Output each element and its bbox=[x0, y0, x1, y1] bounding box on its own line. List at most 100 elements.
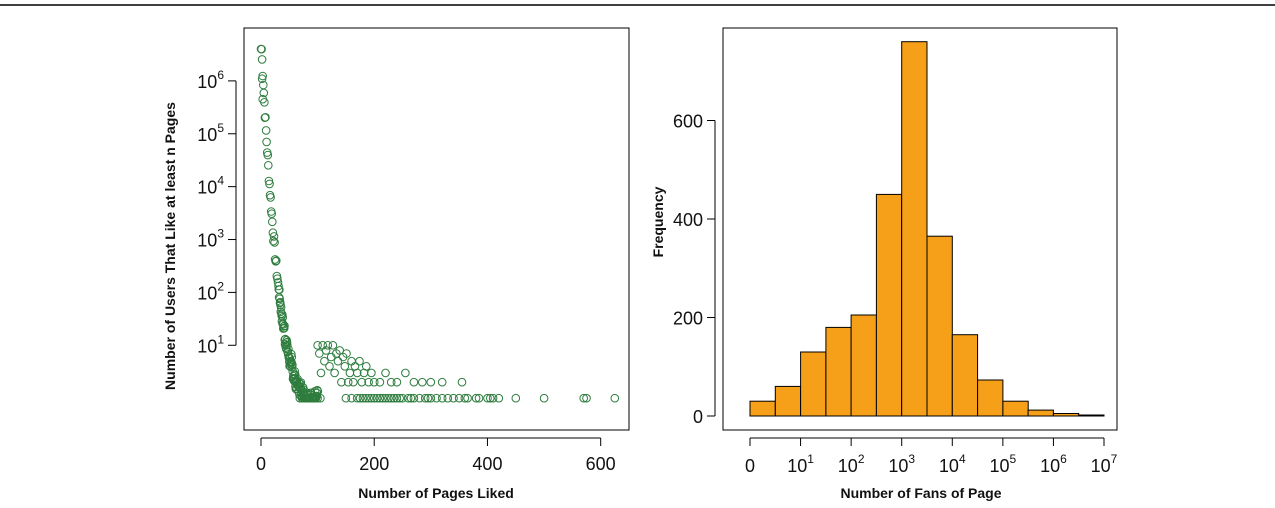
histogram-bar bbox=[1027, 409, 1054, 417]
scatter-point bbox=[355, 393, 365, 403]
scatter-point bbox=[384, 393, 393, 403]
scatter-point bbox=[372, 393, 382, 403]
scatter-point bbox=[280, 321, 289, 331]
histogram-x-tick-label-base: 10 bbox=[888, 456, 908, 476]
scatter-point bbox=[494, 393, 504, 403]
scatter-point bbox=[364, 377, 373, 387]
scatter-y-tick-label-exponent: 1 bbox=[217, 332, 224, 346]
scatter-point bbox=[264, 161, 273, 170]
histogram-x-tick-label-base: 0 bbox=[745, 456, 755, 476]
scatter-point bbox=[415, 393, 424, 403]
scatter-point bbox=[460, 393, 470, 403]
scatter-point bbox=[342, 349, 351, 358]
scatter-point bbox=[335, 346, 345, 355]
scatter-y-tick-label: 105 bbox=[197, 121, 224, 145]
scatter-point bbox=[381, 368, 390, 378]
scatter-x-tick-label: 200 bbox=[359, 454, 389, 474]
scatter-point bbox=[347, 393, 356, 403]
scatter-point bbox=[267, 209, 277, 218]
scatter-point bbox=[437, 393, 447, 403]
scatter-point bbox=[398, 393, 407, 403]
scatter-y-tick-label: 102 bbox=[197, 279, 224, 303]
scatter-point bbox=[275, 297, 285, 307]
scatter-point bbox=[511, 393, 521, 403]
scatter-point bbox=[337, 377, 346, 387]
scatter-y-tick-label-exponent: 5 bbox=[217, 121, 224, 135]
scatter-point bbox=[579, 393, 589, 403]
histogram-x-tick-label-base: 10 bbox=[1040, 456, 1060, 476]
histogram-x-tick-label: 107 bbox=[1091, 452, 1118, 476]
scatter-point bbox=[426, 393, 436, 403]
scatter-point bbox=[432, 393, 441, 403]
scatter-y-tick-label: 101 bbox=[197, 332, 224, 356]
scatter-point bbox=[261, 126, 271, 135]
scatter-point bbox=[375, 377, 385, 387]
histogram-bar bbox=[825, 326, 852, 417]
scatter-point bbox=[349, 377, 358, 387]
scatter-point bbox=[272, 256, 281, 266]
scatter-y-tick-label-base: 10 bbox=[197, 283, 217, 303]
scatter-point bbox=[265, 179, 274, 189]
histogram-x-tick-label-base: 10 bbox=[1091, 456, 1111, 476]
histogram-x-tick-label: 106 bbox=[1040, 452, 1067, 476]
scatter-point bbox=[260, 98, 269, 107]
scatter-point bbox=[437, 377, 447, 387]
scatter-point bbox=[290, 367, 300, 376]
scatter-point bbox=[313, 387, 323, 396]
scatter-point bbox=[328, 341, 338, 350]
scatter-point bbox=[340, 362, 350, 371]
histogram-bars bbox=[749, 41, 1105, 417]
histogram-x-tick-label-base: 10 bbox=[838, 456, 858, 476]
scatter-y-tick-label-exponent: 6 bbox=[217, 68, 224, 82]
scatter-point bbox=[325, 362, 334, 371]
scatter-point bbox=[610, 393, 620, 403]
scatter-point bbox=[257, 44, 266, 54]
histogram-y-tick-label: 0 bbox=[693, 407, 703, 427]
scatter-point bbox=[426, 377, 436, 387]
histogram-y-axis-title: Frequency bbox=[650, 186, 666, 257]
histogram-bar bbox=[800, 351, 827, 417]
histogram-x-tick-label: 103 bbox=[888, 452, 915, 476]
scatter-point bbox=[259, 88, 269, 98]
scatter-y-tick-label: 103 bbox=[197, 227, 224, 251]
scatter-y-tick-label-base: 10 bbox=[197, 178, 217, 198]
scatter-point bbox=[471, 393, 481, 403]
scatter-x-tick-label: 600 bbox=[586, 454, 616, 474]
scatter-point bbox=[463, 393, 472, 403]
scatter-point bbox=[401, 368, 410, 378]
scatter-point bbox=[395, 393, 405, 403]
scatter-point bbox=[269, 232, 279, 241]
histogram-x-tick-label-exponent: 7 bbox=[1111, 452, 1118, 466]
scatter-point bbox=[357, 377, 367, 387]
scatter-point bbox=[323, 341, 333, 350]
scatter-point bbox=[313, 393, 322, 403]
histogram-bar bbox=[850, 314, 877, 417]
scatter-point bbox=[275, 285, 284, 295]
scatter-x-axis-title: Number of Pages Liked bbox=[358, 485, 514, 501]
scatter-point bbox=[582, 393, 591, 403]
scatter-point bbox=[258, 71, 268, 81]
scatter-point bbox=[369, 393, 379, 403]
scatter-point bbox=[449, 393, 458, 403]
scatter-point bbox=[423, 393, 433, 403]
scatter-point bbox=[261, 113, 270, 122]
scatter-point bbox=[420, 393, 430, 403]
scatter-y-tick-label-base: 10 bbox=[197, 72, 217, 92]
histogram-x-axis-title: Number of Fans of Page bbox=[840, 485, 1001, 501]
scatter-point bbox=[406, 393, 416, 403]
scatter-point bbox=[403, 393, 413, 403]
scatter-y-tick-label-exponent: 2 bbox=[217, 279, 224, 293]
scatter-point bbox=[392, 377, 402, 387]
scatter-plot-frame bbox=[243, 27, 630, 431]
scatter-point bbox=[409, 377, 419, 387]
histogram-x-tick-label: 101 bbox=[787, 452, 814, 476]
scatter-point bbox=[269, 236, 278, 246]
scatter-y-tick-label-base: 10 bbox=[197, 336, 217, 356]
scatter-x-tick-label: 400 bbox=[472, 454, 502, 474]
scatter-point bbox=[313, 341, 322, 350]
histogram-x-tick-label-exponent: 2 bbox=[858, 452, 865, 466]
scatter-y-tick-label-base: 10 bbox=[197, 125, 217, 145]
scatter-point bbox=[361, 393, 371, 403]
